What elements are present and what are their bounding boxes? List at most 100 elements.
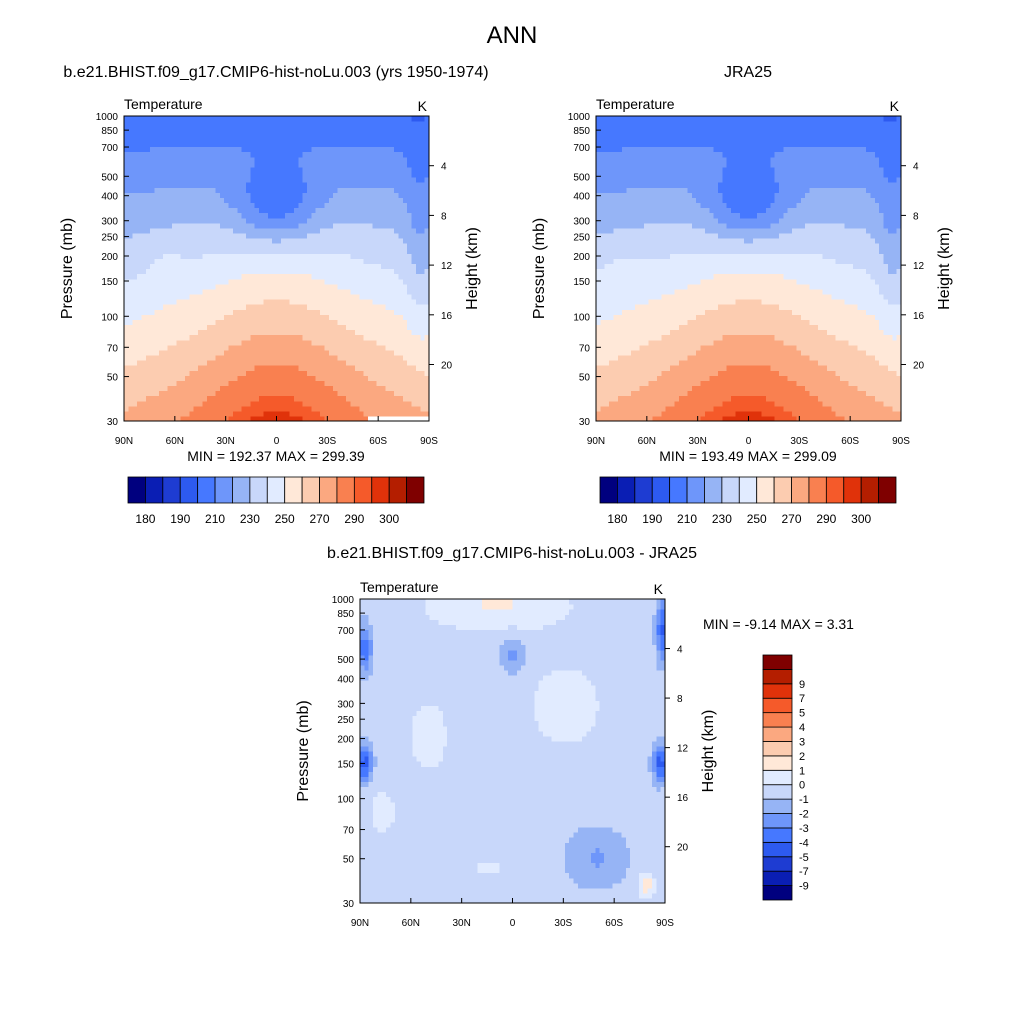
height-tick-label: 20 [913, 361, 925, 372]
contour-field [596, 116, 902, 422]
colorbar-label: -9 [799, 881, 809, 893]
y2-axis-label: Height (km) [700, 710, 717, 793]
pressure-tick-label: 250 [101, 233, 118, 244]
contour-field [124, 116, 430, 422]
colorbar-swatch [406, 476, 425, 504]
colorbar-label: 210 [677, 512, 697, 526]
colorbar-swatch [721, 476, 740, 504]
colorbar-swatch [762, 870, 793, 886]
y-axis-label: Pressure (mb) [59, 218, 76, 319]
panel-1: b.e21.BHIST.f09_g17.CMIP6-hist-noLu.003 … [59, 64, 489, 526]
colorbar-label: 250 [275, 512, 295, 526]
min-max-text: MIN = 193.49 MAX = 299.09 [659, 448, 837, 464]
y-axis-label: Pressure (mb) [295, 700, 312, 801]
height-tick-label: 20 [677, 843, 689, 854]
colorbar-label: 230 [712, 512, 732, 526]
units-label: K [654, 581, 664, 597]
pressure-tick-label: 200 [337, 735, 354, 746]
pressure-tick-label: 1000 [332, 595, 355, 606]
height-tick-label: 16 [913, 311, 925, 322]
pressure-tick-label: 50 [107, 373, 119, 384]
units-label: K [890, 98, 900, 114]
colorbar-label: 4 [799, 722, 805, 734]
pressure-tick-label: 150 [573, 277, 590, 288]
pressure-tick-label: 200 [573, 252, 590, 263]
colorbar-label: 5 [799, 708, 805, 720]
colorbar-swatch [773, 476, 792, 504]
colorbar-swatch [599, 476, 618, 504]
colorbar-swatch [669, 476, 688, 504]
colorbar-swatch [336, 476, 355, 504]
colorbar-label: 190 [170, 512, 190, 526]
height-tick-label: 4 [441, 162, 447, 173]
y2-axis-label: Height (km) [464, 227, 481, 310]
lat-tick-label: 90N [587, 436, 605, 447]
colorbar: 180 190 210 230 250 270 290 300 [127, 476, 425, 526]
pressure-tick-label: 100 [337, 795, 354, 806]
pressure-tick-label: 700 [101, 143, 118, 154]
colorbar-label: -1 [799, 794, 809, 806]
colorbar-swatch [301, 476, 320, 504]
lat-tick-label: 60N [638, 436, 656, 447]
pressure-tick-label: 500 [101, 172, 118, 183]
colorbar-swatch [762, 697, 793, 714]
lat-tick-label: 30S [554, 918, 572, 929]
pressure-tick-label: 250 [337, 715, 354, 726]
colorbar-label: 1 [799, 765, 805, 777]
colorbar-label: 180 [135, 512, 155, 526]
lat-tick-label: 90S [420, 436, 438, 447]
lat-tick-label: 90N [351, 918, 369, 929]
colorbar-swatch [686, 476, 705, 504]
colorbar-label: 270 [782, 512, 802, 526]
panels: b.e21.BHIST.f09_g17.CMIP6-hist-noLu.003 … [59, 64, 953, 929]
colorbar-label: 9 [799, 679, 805, 691]
pressure-tick-label: 30 [579, 417, 591, 428]
colorbar-label: 2 [799, 751, 805, 763]
height-tick-label: 8 [913, 211, 919, 222]
colorbar-swatch [353, 476, 373, 504]
colorbar-swatch [762, 841, 793, 858]
pressure-tick-label: 700 [573, 143, 590, 154]
pressure-tick-label: 200 [101, 252, 118, 263]
colorbar-swatch [162, 476, 181, 504]
pressure-tick-label: 150 [337, 759, 354, 770]
pressure-tick-label: 400 [337, 674, 354, 685]
colorbar-swatch [878, 476, 897, 504]
colorbar-swatch [738, 476, 758, 504]
panel-3: b.e21.BHIST.f09_g17.CMIP6-hist-noLu.003 … [295, 545, 854, 929]
variable-label: Temperature [124, 96, 203, 112]
colorbar-swatch [756, 476, 775, 504]
colorbar-swatch [762, 712, 793, 728]
colorbar-swatch [127, 476, 146, 504]
colorbar-label: 290 [816, 512, 836, 526]
page-title: ANN [487, 22, 538, 49]
units-label: K [418, 98, 428, 114]
pressure-tick-label: 70 [579, 343, 591, 354]
colorbar-label: -4 [799, 837, 809, 849]
lat-tick-label: 0 [274, 436, 280, 447]
colorbar-label: 230 [240, 512, 260, 526]
lat-tick-label: 30S [790, 436, 808, 447]
variable-label: Temperature [596, 96, 675, 112]
height-tick-label: 12 [441, 261, 453, 272]
colorbar-label: 270 [310, 512, 330, 526]
pressure-tick-label: 500 [573, 172, 590, 183]
colorbar: -9 -7 -5 -4 -3 -2 -1 0 1 2 3 4 5 7 9 [762, 654, 809, 901]
pressure-tick-label: 150 [101, 277, 118, 288]
colorbar-swatch [179, 476, 199, 504]
colorbar-label: 210 [205, 512, 225, 526]
colorbar-label: 300 [379, 512, 399, 526]
colorbar-swatch [704, 476, 723, 504]
lat-tick-label: 0 [510, 918, 516, 929]
lat-tick-label: 60S [369, 436, 387, 447]
colorbar-swatch [762, 755, 793, 771]
colorbar-swatch [762, 827, 793, 843]
colorbar-label: -2 [799, 809, 809, 821]
colorbar-swatch [266, 476, 286, 504]
y-axis-label: Pressure (mb) [531, 218, 548, 319]
lat-tick-label: 30N [452, 918, 470, 929]
colorbar-swatch [388, 476, 407, 504]
height-tick-label: 20 [441, 361, 453, 372]
pressure-tick-label: 500 [337, 655, 354, 666]
